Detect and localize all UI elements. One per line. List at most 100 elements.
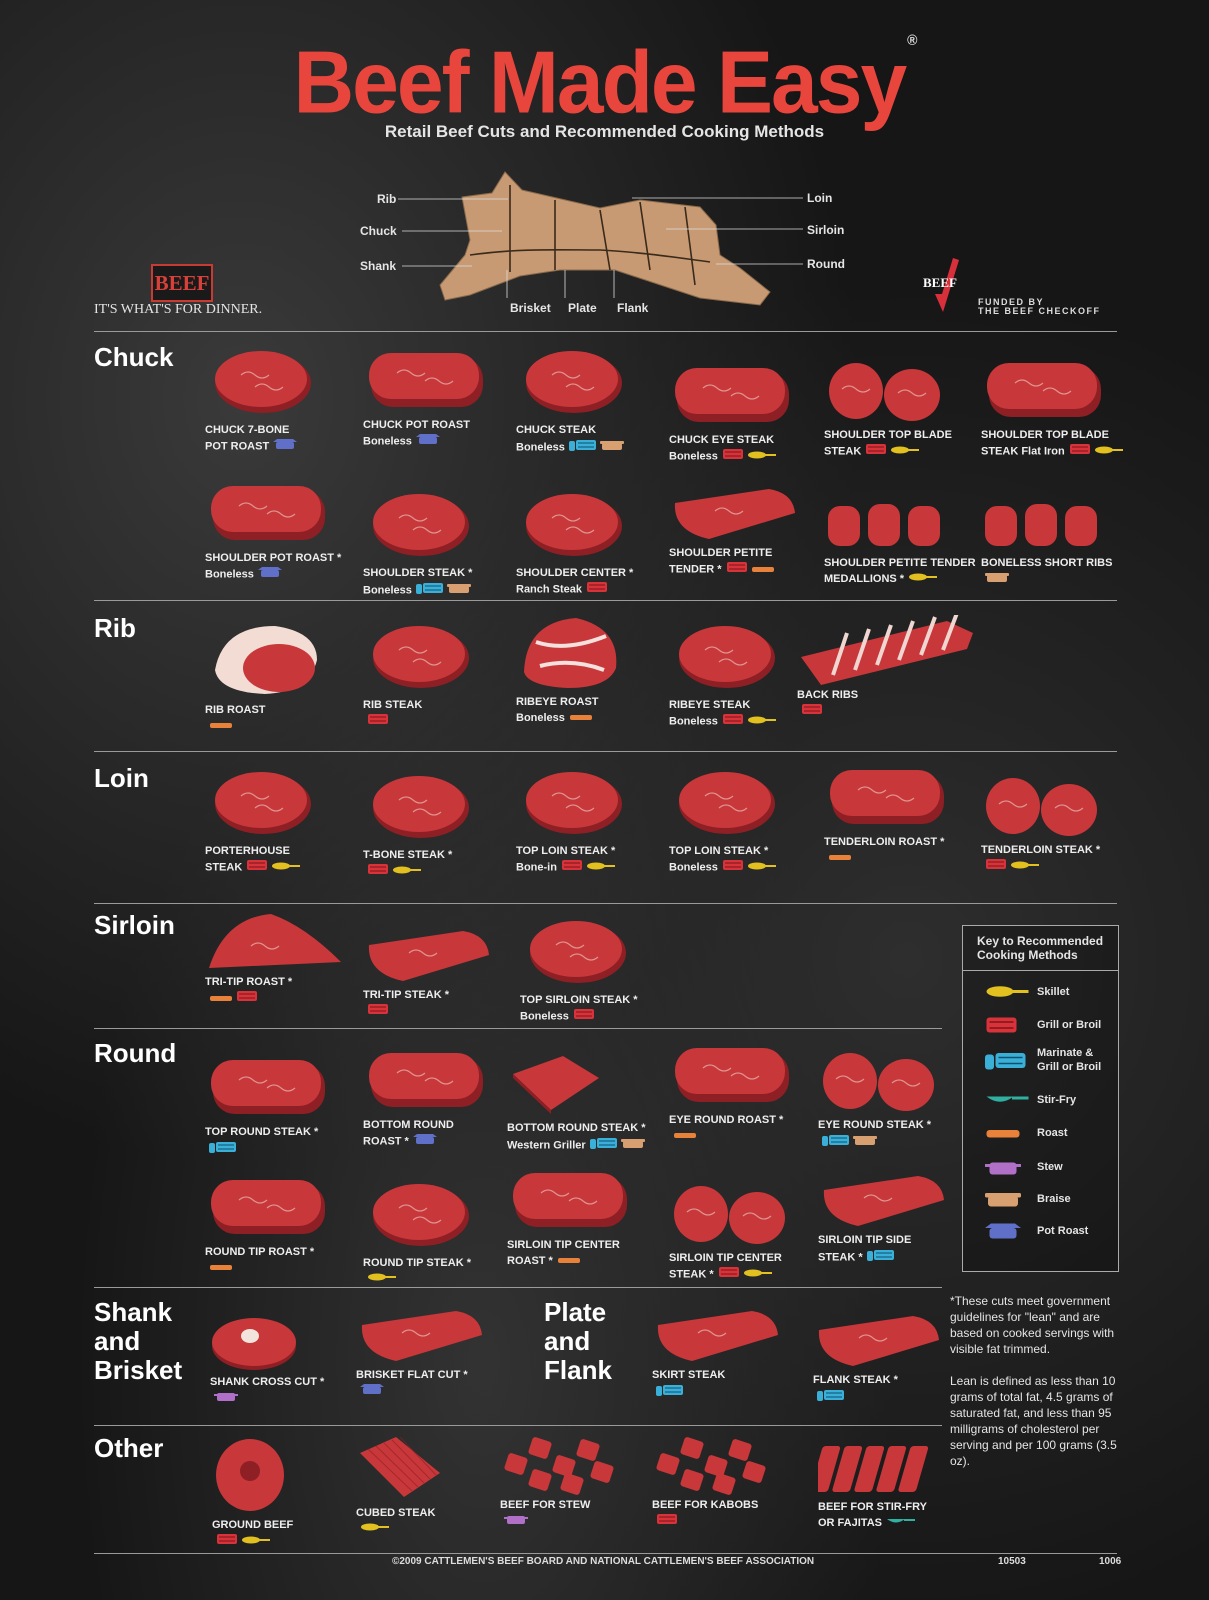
cut-name: SIRLOIN TIP CENTER xyxy=(669,1252,782,1264)
stew-icon xyxy=(214,1390,238,1407)
marinate-grill-icon xyxy=(985,1050,1037,1071)
stew-icon xyxy=(985,1158,1037,1176)
cut-card-rib-steak: RIB STEAK xyxy=(363,620,513,730)
marinate-grill-icon xyxy=(209,1140,237,1159)
roast-icon xyxy=(557,1253,581,1269)
section-other: Other xyxy=(94,1433,164,1463)
meat-image xyxy=(526,351,622,413)
cut-subtitle-text: Boneless xyxy=(516,441,565,454)
cooking-method-key: Key to Recommended Cooking Methods Skill… xyxy=(962,925,1119,1272)
cut-name: ROUND TIP ROAST * xyxy=(205,1246,315,1258)
diagram-label-chuck: Chuck xyxy=(360,224,397,238)
cooking-icons xyxy=(367,1003,392,1020)
cut-subtitle: TENDER * xyxy=(669,561,819,578)
grill-icon xyxy=(367,713,389,730)
cut-subtitle xyxy=(205,718,355,734)
key-label: Grill or Broil xyxy=(1037,1019,1102,1031)
cut-subtitle-text: STEAK xyxy=(205,861,243,874)
meat-image xyxy=(986,778,1097,836)
cut-subtitle-text: TENDER * xyxy=(669,563,722,576)
cut-card-ground-beef: GROUND BEEF xyxy=(212,1435,362,1550)
cooking-icons xyxy=(985,858,1043,875)
meat-image xyxy=(656,1437,766,1495)
cut-subtitle: Boneless xyxy=(516,710,666,726)
cut-card-top-loin-boneless: TOP LOIN STEAK * Boneless xyxy=(669,766,819,876)
meat-image xyxy=(675,1048,789,1102)
cooking-icons xyxy=(557,1253,584,1269)
cooking-icons xyxy=(415,581,474,600)
cut-subtitle-text: Boneless xyxy=(205,568,254,581)
meat-image xyxy=(513,1056,599,1114)
cut-card-short-ribs: BONELESS SHORT RIBS xyxy=(981,498,1131,588)
key-label: Pot Roast xyxy=(1037,1225,1089,1237)
braise-icon xyxy=(985,571,1009,588)
meat-image xyxy=(209,914,341,968)
cut-subtitle: STEAK Flat Iron xyxy=(981,443,1131,460)
cut-subtitle-text: Boneless xyxy=(669,861,718,874)
cut-card-shoulder-flat-iron: SHOULDER TOP BLADE STEAK Flat Iron xyxy=(981,355,1131,460)
cut-name: BOTTOM ROUND xyxy=(363,1119,454,1131)
pot-roast-icon xyxy=(273,438,298,455)
cut-subtitle: STEAK xyxy=(205,859,355,876)
cut-subtitle xyxy=(500,1513,650,1530)
cooking-icons xyxy=(216,1533,274,1550)
meat-image xyxy=(530,921,626,983)
diagram-label-shank: Shank xyxy=(360,259,397,273)
skillet-icon xyxy=(747,860,777,876)
diagram-label-loin: Loin xyxy=(807,191,833,205)
cut-subtitle: Boneless xyxy=(520,1008,670,1025)
cut-subtitle: STEAK * xyxy=(818,1248,968,1267)
stir-fry-icon xyxy=(985,1092,1037,1107)
cut-name: SIRLOIN TIP CENTER xyxy=(507,1239,620,1251)
grill-icon xyxy=(367,1003,389,1020)
cut-subtitle: Bone-in xyxy=(516,859,666,876)
cooking-icons xyxy=(722,859,780,876)
diagram-label-sirloin: Sirloin xyxy=(807,223,845,237)
cut-subtitle: Ranch Steak xyxy=(516,581,666,598)
key-title: Key to Recommended Cooking Methods xyxy=(977,934,1104,962)
meat-image xyxy=(360,1436,440,1497)
meat-image xyxy=(679,626,775,688)
key-label: Marinate & Grill or Broil xyxy=(1037,1047,1102,1073)
cut-name: CHUCK POT ROAST xyxy=(363,419,470,431)
cut-name: SHOULDER TOP BLADE xyxy=(981,429,1109,441)
grill-icon xyxy=(236,990,258,1007)
meat-image xyxy=(818,1446,929,1492)
cut-subtitle xyxy=(363,713,513,730)
grill-icon xyxy=(367,863,389,880)
marinate-grill-icon xyxy=(656,1383,684,1402)
cooking-icons xyxy=(828,850,855,866)
diagram-label-round: Round xyxy=(807,257,845,271)
grill-icon xyxy=(586,581,608,598)
cooking-icons xyxy=(209,990,261,1007)
cut-card-ribeye-roast: RIBEYE ROAST Boneless xyxy=(516,612,666,726)
meat-image xyxy=(513,1173,627,1227)
cut-name: FLANK STEAK * xyxy=(813,1374,898,1386)
cut-subtitle-text: Boneless xyxy=(516,712,565,724)
skillet-icon xyxy=(747,449,777,465)
cut-subtitle: ROAST * xyxy=(507,1253,657,1269)
roast-icon xyxy=(569,710,593,726)
meat-image xyxy=(818,1316,939,1366)
cut-card-tenderloin-roast: TENDERLOIN ROAST * xyxy=(824,762,974,866)
cut-name: BEEF FOR STIR-FRY xyxy=(818,1501,927,1513)
divider xyxy=(94,1425,942,1426)
skillet-icon xyxy=(392,864,422,880)
cut-name: TENDERLOIN ROAST * xyxy=(824,836,945,848)
cut-subtitle xyxy=(205,1140,355,1159)
cut-subtitle-text: OR FAJITAS xyxy=(818,1517,882,1529)
braise-icon xyxy=(599,439,624,456)
key-row-roast: Roast xyxy=(985,1126,1068,1140)
cut-name: BRISKET FLAT CUT * xyxy=(356,1369,468,1381)
meat-image xyxy=(215,351,311,413)
key-label: Stir-Fry xyxy=(1037,1093,1077,1106)
cut-subtitle xyxy=(669,1128,819,1144)
cut-card-round-tip-roast: ROUND TIP ROAST * xyxy=(205,1172,355,1276)
cut-card-shoulder-center: SHOULDER CENTER * Ranch Steak xyxy=(516,488,666,598)
key-label: Skillet xyxy=(1037,985,1070,998)
key-label: Stew xyxy=(1037,1161,1063,1173)
cut-name: BEEF FOR STEW xyxy=(500,1499,591,1511)
meat-image xyxy=(373,1184,469,1246)
skillet-icon xyxy=(1010,859,1040,875)
cut-subtitle xyxy=(363,1003,513,1020)
